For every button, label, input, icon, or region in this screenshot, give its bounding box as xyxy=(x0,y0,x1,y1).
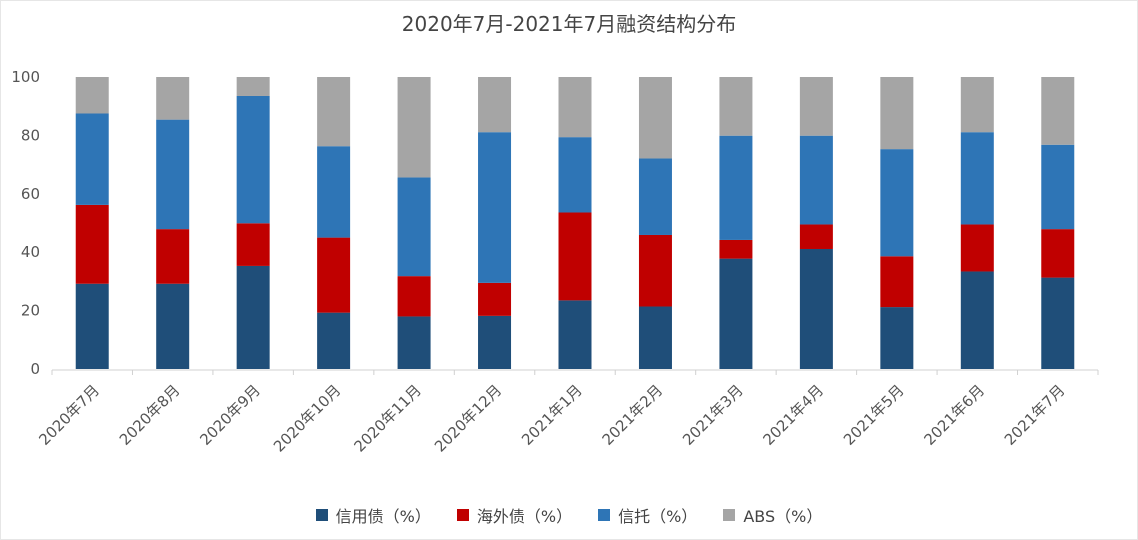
bar-segment-2 xyxy=(558,212,592,301)
bar-segment-4 xyxy=(1041,77,1075,145)
bar-segment-4 xyxy=(478,77,512,133)
bar-segment-2 xyxy=(156,229,190,284)
bar-segment-1 xyxy=(156,283,190,369)
legend-swatch xyxy=(315,509,328,521)
bar-segment-4 xyxy=(799,77,833,136)
bar-segment-1 xyxy=(1041,277,1075,369)
bar-segment-4 xyxy=(317,77,351,147)
y-tick-label: 80 xyxy=(21,126,40,144)
y-tick-label: 20 xyxy=(21,302,40,320)
bar-segment-2 xyxy=(880,256,914,308)
y-tick-label: 60 xyxy=(21,185,40,203)
bar-segment-1 xyxy=(638,306,672,369)
bar-segment-1 xyxy=(719,258,753,369)
bar-segment-3 xyxy=(880,149,914,257)
legend-swatch xyxy=(723,509,736,521)
x-tick-label: 2020年7月 xyxy=(35,381,103,449)
bar-segment-1 xyxy=(236,265,270,369)
bar-segment-4 xyxy=(156,77,190,120)
bar-segment-4 xyxy=(880,77,914,150)
bar-segment-4 xyxy=(719,77,753,136)
x-tick-label: 2020年11月 xyxy=(350,381,424,455)
bar-segment-2 xyxy=(799,224,833,249)
bar-segment-1 xyxy=(75,283,109,369)
bar-segment-3 xyxy=(558,137,592,213)
legend-item: ABS（%） xyxy=(723,503,822,527)
x-tick-label: 2020年10月 xyxy=(270,381,344,455)
bar-segment-1 xyxy=(478,315,512,369)
x-tick-label: 2021年7月 xyxy=(1001,381,1069,449)
chart-title: 2020年7月-2021年7月融资结构分布 xyxy=(401,12,737,36)
x-tick-label: 2021年4月 xyxy=(760,381,828,449)
bar-segment-2 xyxy=(719,239,753,259)
bar-segment-2 xyxy=(397,276,431,317)
x-tick-label: 2020年8月 xyxy=(116,381,184,449)
bar-segment-2 xyxy=(75,204,109,284)
y-tick-label: 40 xyxy=(21,243,40,261)
bar-segment-2 xyxy=(638,234,672,307)
legend-label: 海外债（%） xyxy=(476,507,573,526)
bar-segment-2 xyxy=(1041,229,1075,278)
bar-segment-2 xyxy=(478,282,512,316)
legend-label: 信用债（%） xyxy=(335,507,431,526)
bar-segment-3 xyxy=(236,95,270,224)
bar-segment-3 xyxy=(478,132,512,283)
bar-segment-3 xyxy=(799,135,833,225)
bar-segment-3 xyxy=(1041,144,1075,230)
bar-segment-3 xyxy=(156,119,190,230)
bar-segment-4 xyxy=(397,77,431,178)
bar-segment-3 xyxy=(960,132,994,225)
legend-label: ABS（%） xyxy=(743,507,823,526)
legend-swatch xyxy=(456,509,469,521)
bar-segment-3 xyxy=(638,158,672,235)
x-tick-label: 2020年12月 xyxy=(431,381,505,455)
bar-segment-4 xyxy=(960,77,994,133)
bar-segment-2 xyxy=(960,224,994,272)
bar-segment-4 xyxy=(638,77,672,159)
bar-segment-4 xyxy=(75,77,109,114)
x-tick-label: 2021年2月 xyxy=(599,381,667,449)
legend-label: 信托（%） xyxy=(618,507,698,526)
bar-segment-2 xyxy=(236,223,270,266)
x-tick-label: 2020年9月 xyxy=(196,381,264,449)
bar-segment-3 xyxy=(317,146,351,238)
bar-segment-1 xyxy=(558,300,592,369)
legend-item: 信托（%） xyxy=(598,503,697,527)
bar-segment-1 xyxy=(880,307,914,369)
bar-segment-2 xyxy=(317,237,351,313)
x-tick-label: 2021年1月 xyxy=(518,381,586,449)
bar-segment-3 xyxy=(719,135,753,240)
stacked-bar-chart: 0 20 40 60 80 100 2020年7月 2020年8月 2020年9月 2020年10… xyxy=(11,68,1099,456)
x-tick-label: 2021年3月 xyxy=(679,381,747,449)
bar-segment-3 xyxy=(397,177,431,277)
legend-item: 海外债（%） xyxy=(456,503,573,527)
legend-item: 信用债（%） xyxy=(315,503,431,527)
bar-segment-1 xyxy=(397,316,431,369)
bar-segment-4 xyxy=(236,77,270,96)
bar-segment-1 xyxy=(317,312,351,369)
x-tick-label: 2021年6月 xyxy=(920,381,988,449)
x-tick-label: 2021年5月 xyxy=(840,381,908,449)
y-tick-label: 100 xyxy=(11,68,40,86)
y-tick-label: 0 xyxy=(30,360,40,378)
bar-segment-1 xyxy=(799,248,833,369)
bar-segment-3 xyxy=(75,113,109,205)
legend-swatch xyxy=(598,509,611,521)
legend: 信用债（%） 海外债（%） 信托（%） ABS（%） xyxy=(0,503,1138,527)
bar-segment-4 xyxy=(558,77,592,138)
bar-segment-1 xyxy=(960,271,994,369)
